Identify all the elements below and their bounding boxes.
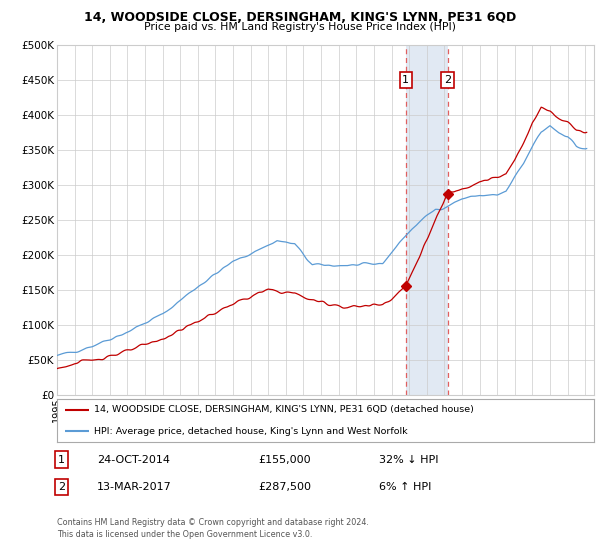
Text: Price paid vs. HM Land Registry's House Price Index (HPI): Price paid vs. HM Land Registry's House …	[144, 22, 456, 32]
Text: 13-MAR-2017: 13-MAR-2017	[97, 482, 172, 492]
Text: £155,000: £155,000	[259, 455, 311, 465]
Text: 14, WOODSIDE CLOSE, DERSINGHAM, KING'S LYNN, PE31 6QD (detached house): 14, WOODSIDE CLOSE, DERSINGHAM, KING'S L…	[94, 405, 473, 414]
Text: 1: 1	[402, 75, 409, 85]
Text: 32% ↓ HPI: 32% ↓ HPI	[379, 455, 439, 465]
Text: 2: 2	[58, 482, 65, 492]
Text: 2: 2	[444, 75, 451, 85]
Text: HPI: Average price, detached house, King's Lynn and West Norfolk: HPI: Average price, detached house, King…	[94, 427, 407, 436]
Text: 1: 1	[58, 455, 65, 465]
Text: 6% ↑ HPI: 6% ↑ HPI	[379, 482, 431, 492]
Bar	[406, 45, 448, 395]
Text: 24-OCT-2014: 24-OCT-2014	[97, 455, 170, 465]
Text: £287,500: £287,500	[259, 482, 311, 492]
Text: 14, WOODSIDE CLOSE, DERSINGHAM, KING'S LYNN, PE31 6QD: 14, WOODSIDE CLOSE, DERSINGHAM, KING'S L…	[84, 11, 516, 24]
Text: Contains HM Land Registry data © Crown copyright and database right 2024.
This d: Contains HM Land Registry data © Crown c…	[57, 518, 369, 539]
